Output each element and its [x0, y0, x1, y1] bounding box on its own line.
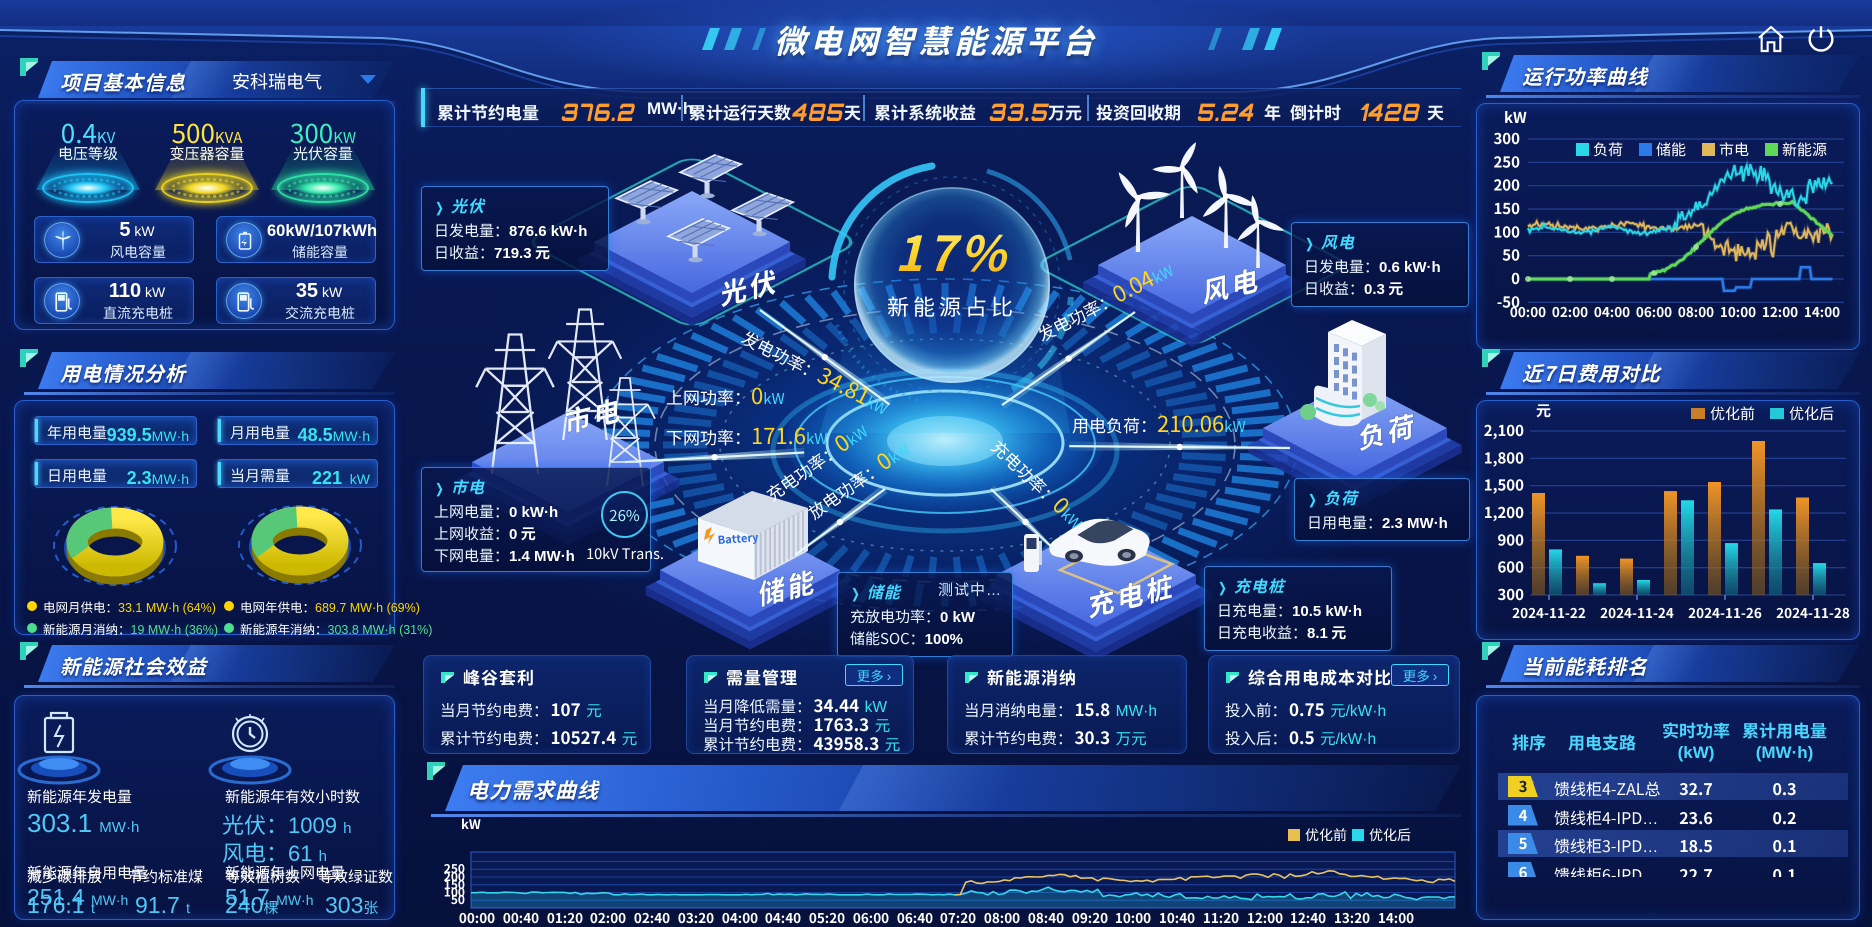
svg-text:150: 150 — [444, 876, 465, 893]
svg-text:03:20: 03:20 — [678, 907, 714, 927]
svg-text:优化后: 优化后 — [1789, 403, 1834, 424]
svg-text:-50: -50 — [1497, 291, 1520, 312]
svg-text:1,200: 1,200 — [1484, 502, 1524, 523]
svg-text:08:40: 08:40 — [1028, 907, 1064, 927]
svg-text:优化前: 优化前 — [1305, 825, 1347, 845]
svg-text:250: 250 — [1493, 151, 1520, 172]
svg-text:04:00: 04:00 — [722, 907, 758, 927]
svg-text:08:00: 08:00 — [984, 907, 1020, 927]
svg-text:13:20: 13:20 — [1334, 907, 1370, 927]
svg-text:02:40: 02:40 — [634, 907, 670, 927]
svg-text:元: 元 — [1536, 400, 1551, 421]
svg-text:04:40: 04:40 — [765, 907, 801, 927]
svg-text:kW: kW — [461, 815, 481, 833]
svg-text:300: 300 — [1493, 128, 1520, 149]
svg-text:14:00: 14:00 — [1804, 301, 1840, 321]
svg-text:04:00: 04:00 — [1594, 301, 1630, 321]
svg-text:用电负荷：210.06kW: 用电负荷：210.06kW — [1072, 407, 1246, 439]
svg-text:储能: 储能 — [1656, 139, 1686, 160]
svg-text:12:00: 12:00 — [1762, 301, 1798, 321]
svg-text:06:00: 06:00 — [1636, 301, 1672, 321]
svg-text:10:40: 10:40 — [1159, 907, 1195, 927]
svg-text:11:20: 11:20 — [1203, 907, 1239, 927]
svg-text:2024-11-22: 2024-11-22 — [1512, 602, 1586, 622]
svg-text:09:20: 09:20 — [1072, 907, 1108, 927]
svg-text:600: 600 — [1497, 557, 1524, 578]
svg-text:07:20: 07:20 — [940, 907, 976, 927]
svg-text:05:20: 05:20 — [809, 907, 845, 927]
svg-text:50: 50 — [1502, 245, 1520, 266]
svg-text:00:00: 00:00 — [1510, 301, 1546, 321]
svg-text:100: 100 — [444, 884, 465, 901]
svg-text:10:00: 10:00 — [1115, 907, 1151, 927]
svg-text:00:40: 00:40 — [503, 907, 539, 927]
svg-text:50: 50 — [451, 891, 465, 908]
svg-text:0: 0 — [1511, 268, 1520, 289]
svg-text:02:00: 02:00 — [590, 907, 626, 927]
svg-text:新能源占比: 新能源占比 — [887, 290, 1017, 322]
svg-text:kW: kW — [1504, 107, 1527, 128]
svg-text:负荷: 负荷 — [1593, 139, 1623, 160]
svg-text:优化前: 优化前 — [1710, 403, 1755, 424]
svg-text:100: 100 — [1493, 221, 1520, 242]
svg-text:1,800: 1,800 — [1484, 447, 1524, 468]
svg-text:17%: 17% — [895, 215, 1010, 285]
svg-text:Battery: Battery — [717, 529, 759, 548]
svg-text:06:40: 06:40 — [897, 907, 933, 927]
svg-text:2024-11-28: 2024-11-28 — [1776, 602, 1850, 622]
svg-text:优化后: 优化后 — [1369, 825, 1411, 845]
svg-text:12:40: 12:40 — [1290, 907, 1326, 927]
svg-text:10:00: 10:00 — [1720, 301, 1756, 321]
svg-text:下网功率：171.6kW: 下网功率：171.6kW — [666, 419, 827, 451]
svg-text:250: 250 — [444, 860, 465, 877]
svg-text:1,500: 1,500 — [1484, 475, 1524, 496]
svg-text:2,100: 2,100 — [1484, 420, 1524, 441]
svg-text:12:00: 12:00 — [1247, 907, 1283, 927]
svg-text:上网功率：0kW: 上网功率：0kW — [666, 379, 785, 411]
svg-text:300: 300 — [1497, 584, 1524, 605]
svg-text:900: 900 — [1497, 529, 1524, 550]
svg-text:150: 150 — [1493, 198, 1520, 219]
svg-text:02:00: 02:00 — [1552, 301, 1588, 321]
svg-text:200: 200 — [444, 868, 465, 885]
svg-text:08:00: 08:00 — [1678, 301, 1714, 321]
svg-text:200: 200 — [1493, 175, 1520, 196]
svg-text:2024-11-24: 2024-11-24 — [1600, 602, 1674, 622]
svg-text:01:20: 01:20 — [547, 907, 583, 927]
svg-text:14:00: 14:00 — [1378, 907, 1414, 927]
svg-text:06:00: 06:00 — [853, 907, 889, 927]
svg-text:00:00: 00:00 — [459, 907, 495, 927]
svg-text:2024-11-26: 2024-11-26 — [1688, 602, 1762, 622]
svg-text:新能源: 新能源 — [1782, 139, 1827, 160]
svg-text:市电: 市电 — [1719, 139, 1749, 160]
